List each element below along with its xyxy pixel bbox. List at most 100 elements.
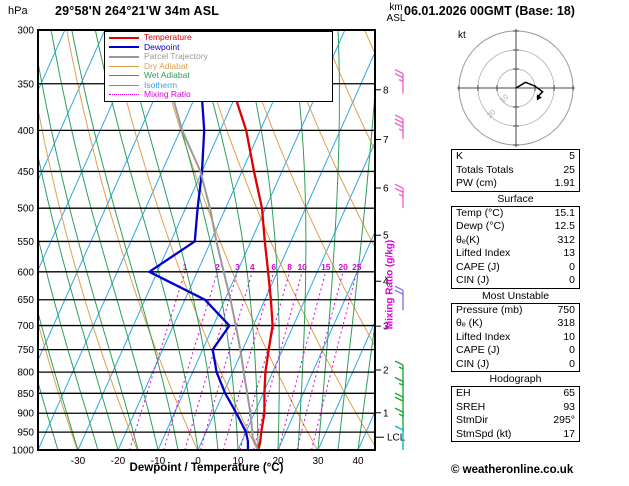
table-cell-value: 65 [563, 387, 575, 399]
table-row: CAPE (J) 0 [452, 261, 579, 275]
table-section: Temp (°C) 15.1 Dewp (°C) 12.5 θₑ(K) 312 Lifted… [451, 205, 580, 289]
dry-adiabat-legend-line [109, 65, 139, 67]
table-row: Lifted Index 10 [452, 331, 579, 345]
wind-barb-column [394, 68, 404, 450]
hodograph-trace [515, 81, 544, 99]
svg-text:20: 20 [272, 456, 284, 467]
table-cell-label: θₑ(K) [456, 233, 480, 246]
sounding-indices-tables: K 5 Totals Totals 25 PW (cm) 1.91 Surface Temp … [451, 149, 580, 443]
table-cell-label: CAPE (J) [456, 344, 500, 356]
table-cell-value: 0 [569, 344, 575, 356]
dewpoint-legend-line [109, 46, 139, 49]
table-row: Lifted Index 13 [452, 247, 579, 261]
table-cell-value: 10 [563, 330, 575, 343]
svg-text:10: 10 [297, 262, 307, 272]
parcel-trajectory-legend-line [109, 55, 139, 58]
altitude-unit-asl: ASL [386, 13, 406, 24]
table-row: StmDir 295° [452, 414, 579, 428]
svg-text:-20: -20 [111, 456, 126, 467]
dewpoint-curve [147, 30, 250, 450]
legend-item: Wet Adiabat [105, 70, 332, 81]
table-cell-label: CIN (J) [456, 357, 490, 370]
table-cell-label: Pressure (mb) [456, 303, 523, 316]
table-cell-label: StmDir [456, 414, 489, 426]
table-cell-value: 13 [563, 247, 575, 259]
pressure-tick-label: 800 [17, 368, 34, 379]
table-cell-label: Lifted Index [456, 330, 511, 343]
table-cell-label: Dewp (°C) [456, 220, 505, 232]
table-cell-label: Lifted Index [456, 247, 511, 259]
svg-text:4: 4 [250, 262, 255, 272]
table-row: Totals Totals 25 [452, 164, 579, 178]
svg-text:-10: -10 [151, 456, 166, 467]
legend-item-label: Dewpoint [144, 41, 180, 52]
wind-barb [394, 68, 404, 94]
table-row: CIN (J) 0 [452, 274, 579, 288]
legend-item-label: Parcel Trajectory [144, 51, 208, 61]
table-section: K 5 Totals Totals 25 PW (cm) 1.91 [451, 149, 580, 192]
pressure-unit-label: hPa [8, 5, 28, 17]
pressure-tick-label: 550 [17, 237, 34, 248]
wind-barb [394, 392, 404, 418]
table-cell-value: 0 [569, 274, 575, 286]
pressure-tick-label: 300 [17, 26, 34, 37]
table-cell-label: SREH [456, 400, 486, 413]
hodograph-ring-label: 10 [498, 92, 510, 104]
km-tick-label: 8 [383, 85, 389, 96]
table-cell-label: EH [456, 387, 471, 399]
table-row: SREH 93 [452, 401, 579, 415]
pressure-tick-label: 500 [17, 204, 34, 215]
copyright: © weatheronline.co.uk [451, 464, 574, 476]
table-cell-value: 1.91 [554, 177, 575, 189]
legend-item-label: Dry Adiabat [144, 60, 188, 71]
pressure-tick-label: 1000 [12, 446, 35, 457]
table-cell-label: StmSpd (kt) [456, 427, 512, 440]
legend-item: Dry Adiabat [105, 60, 332, 72]
lcl-label: LCL [387, 433, 406, 444]
table-row: CIN (J) 0 [452, 358, 579, 372]
legend-item: Dewpoint [105, 41, 332, 53]
table-cell-value: 0 [569, 260, 575, 273]
mixing-ratio-legend-line [109, 94, 139, 96]
km-tick-label: 7 [383, 135, 389, 146]
legend-item: Parcel Trajectory [105, 51, 332, 62]
table-section-header: Hodograph [489, 373, 542, 385]
km-tick-label: 2 [383, 365, 389, 376]
svg-text:40: 40 [352, 456, 364, 467]
wind-barb [394, 407, 404, 433]
svg-text:1: 1 [183, 262, 188, 272]
pressure-tick-label: 850 [17, 389, 34, 400]
wind-barb [394, 425, 404, 450]
table-row: Temp (°C) 15.1 [452, 207, 579, 221]
svg-text:30: 30 [312, 456, 324, 467]
table-cell-value: 0 [569, 357, 575, 370]
pressure-tick-label: 750 [17, 345, 34, 356]
table-cell-value: 17 [563, 427, 575, 440]
altitude-unit-km: km [389, 2, 403, 13]
table-row: CAPE (J) 0 [452, 344, 579, 358]
table-row: PW (cm) 1.91 [452, 177, 579, 191]
svg-text:20: 20 [338, 262, 348, 272]
table-section-header: Most Unstable [481, 289, 550, 302]
legend-item-label: Mixing Ratio [144, 89, 191, 99]
wet-adiabat-legend-line [109, 75, 139, 77]
km-axis: 1 2 3 4 5 6 7 8 [375, 85, 389, 419]
isotherm-legend-line [109, 84, 139, 86]
km-tick-label: 4 [383, 277, 389, 288]
pressure-tick-label: 600 [17, 267, 34, 278]
table-row: StmSpd (kt) 17 [452, 428, 579, 442]
table-cell-label: CIN (J) [456, 274, 490, 286]
hodograph-unit-label: kt [458, 30, 466, 41]
legend-item-label: Wet Adiabat [144, 70, 190, 80]
table-cell-label: K [456, 150, 464, 162]
table-cell-value: 93 [563, 400, 575, 413]
chart-frame [37, 29, 376, 451]
svg-text:25: 25 [352, 262, 362, 272]
legend-item: Isotherm [105, 80, 332, 91]
table-cell-value: 5 [569, 150, 575, 162]
pressure-tick-label: 650 [17, 295, 34, 306]
svg-text:2: 2 [215, 262, 220, 272]
legend-item: Temperature [105, 32, 332, 43]
